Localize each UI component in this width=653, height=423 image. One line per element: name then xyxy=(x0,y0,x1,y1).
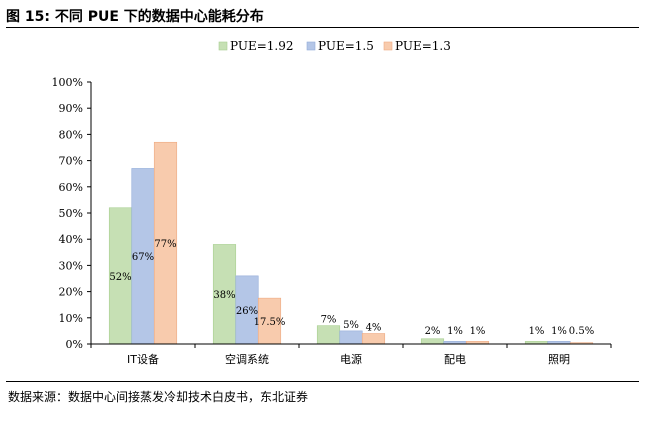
y-axis: 0% 10% 20% 30% 40% 50% 60% 70% 80% 90% 100% xyxy=(52,76,92,351)
y-tick-label: 30% xyxy=(59,259,83,272)
source-note: 数据来源：数据中心间接蒸发冷却技术白皮书，东北证券 xyxy=(8,390,309,404)
y-tick-label: 70% xyxy=(59,155,83,168)
legend-label: PUE=1.5 xyxy=(318,39,374,53)
x-tick-label: IT设备 xyxy=(127,352,159,366)
y-tick-label: 100% xyxy=(52,76,83,89)
data-label: 52% xyxy=(109,272,131,283)
data-label: 67% xyxy=(132,252,154,263)
y-tick-label: 80% xyxy=(59,128,83,141)
data-label: 1% xyxy=(529,326,545,337)
data-label: 38% xyxy=(213,290,235,301)
data-label: 17.5% xyxy=(254,317,286,328)
y-tick-label: 10% xyxy=(59,312,83,325)
data-label: 2% xyxy=(425,326,441,337)
data-label: 1% xyxy=(447,326,463,337)
legend-label: PUE=1.3 xyxy=(395,39,451,53)
y-tick-label: 40% xyxy=(59,233,83,246)
y-tick-label: 50% xyxy=(59,207,83,220)
data-label: 1% xyxy=(551,326,567,337)
bar-chart: PUE=1.92 PUE=1.5 PUE=1.3 0% 10% 20% 30% 40% 50%… xyxy=(52,39,612,366)
data-label: 4% xyxy=(366,323,382,334)
x-tick-label: 空调系统 xyxy=(225,352,269,366)
legend-swatch xyxy=(383,41,393,51)
y-tick-label: 90% xyxy=(59,102,83,115)
bars xyxy=(108,141,594,345)
bottom-rule xyxy=(6,381,639,382)
y-tick-label: 60% xyxy=(59,181,83,194)
data-label: 1% xyxy=(470,326,486,337)
figure-title: 图 15: 不同 PUE 下的数据中心能耗分布 xyxy=(6,9,264,25)
y-tick-label: 20% xyxy=(59,286,83,299)
legend-swatch xyxy=(218,41,228,51)
data-label: 5% xyxy=(343,320,359,331)
bar xyxy=(361,333,386,345)
legend-swatch xyxy=(306,41,316,51)
top-rule xyxy=(6,27,639,28)
data-label: 7% xyxy=(321,315,337,326)
bar xyxy=(339,330,363,345)
x-tick-label: 配电 xyxy=(444,353,466,366)
legend: PUE=1.92 PUE=1.5 PUE=1.3 xyxy=(218,39,451,53)
data-labels: 52%67%77%38%26%17.5% 7% 5% 4% 2% 1% 1% 1% 1% 0.5% xyxy=(109,239,594,337)
data-label: 77% xyxy=(154,239,176,250)
x-tick-label: 电源 xyxy=(340,352,362,366)
data-label: 26% xyxy=(236,306,258,317)
legend-label: PUE=1.92 xyxy=(230,39,294,53)
x-axis: IT设备 空调系统 电源 配电 照明 xyxy=(90,343,612,366)
x-tick-label: 照明 xyxy=(548,353,570,366)
y-tick-label: 0% xyxy=(66,338,83,351)
bar xyxy=(316,325,341,345)
data-label: 0.5% xyxy=(569,326,594,337)
bar xyxy=(420,338,445,345)
